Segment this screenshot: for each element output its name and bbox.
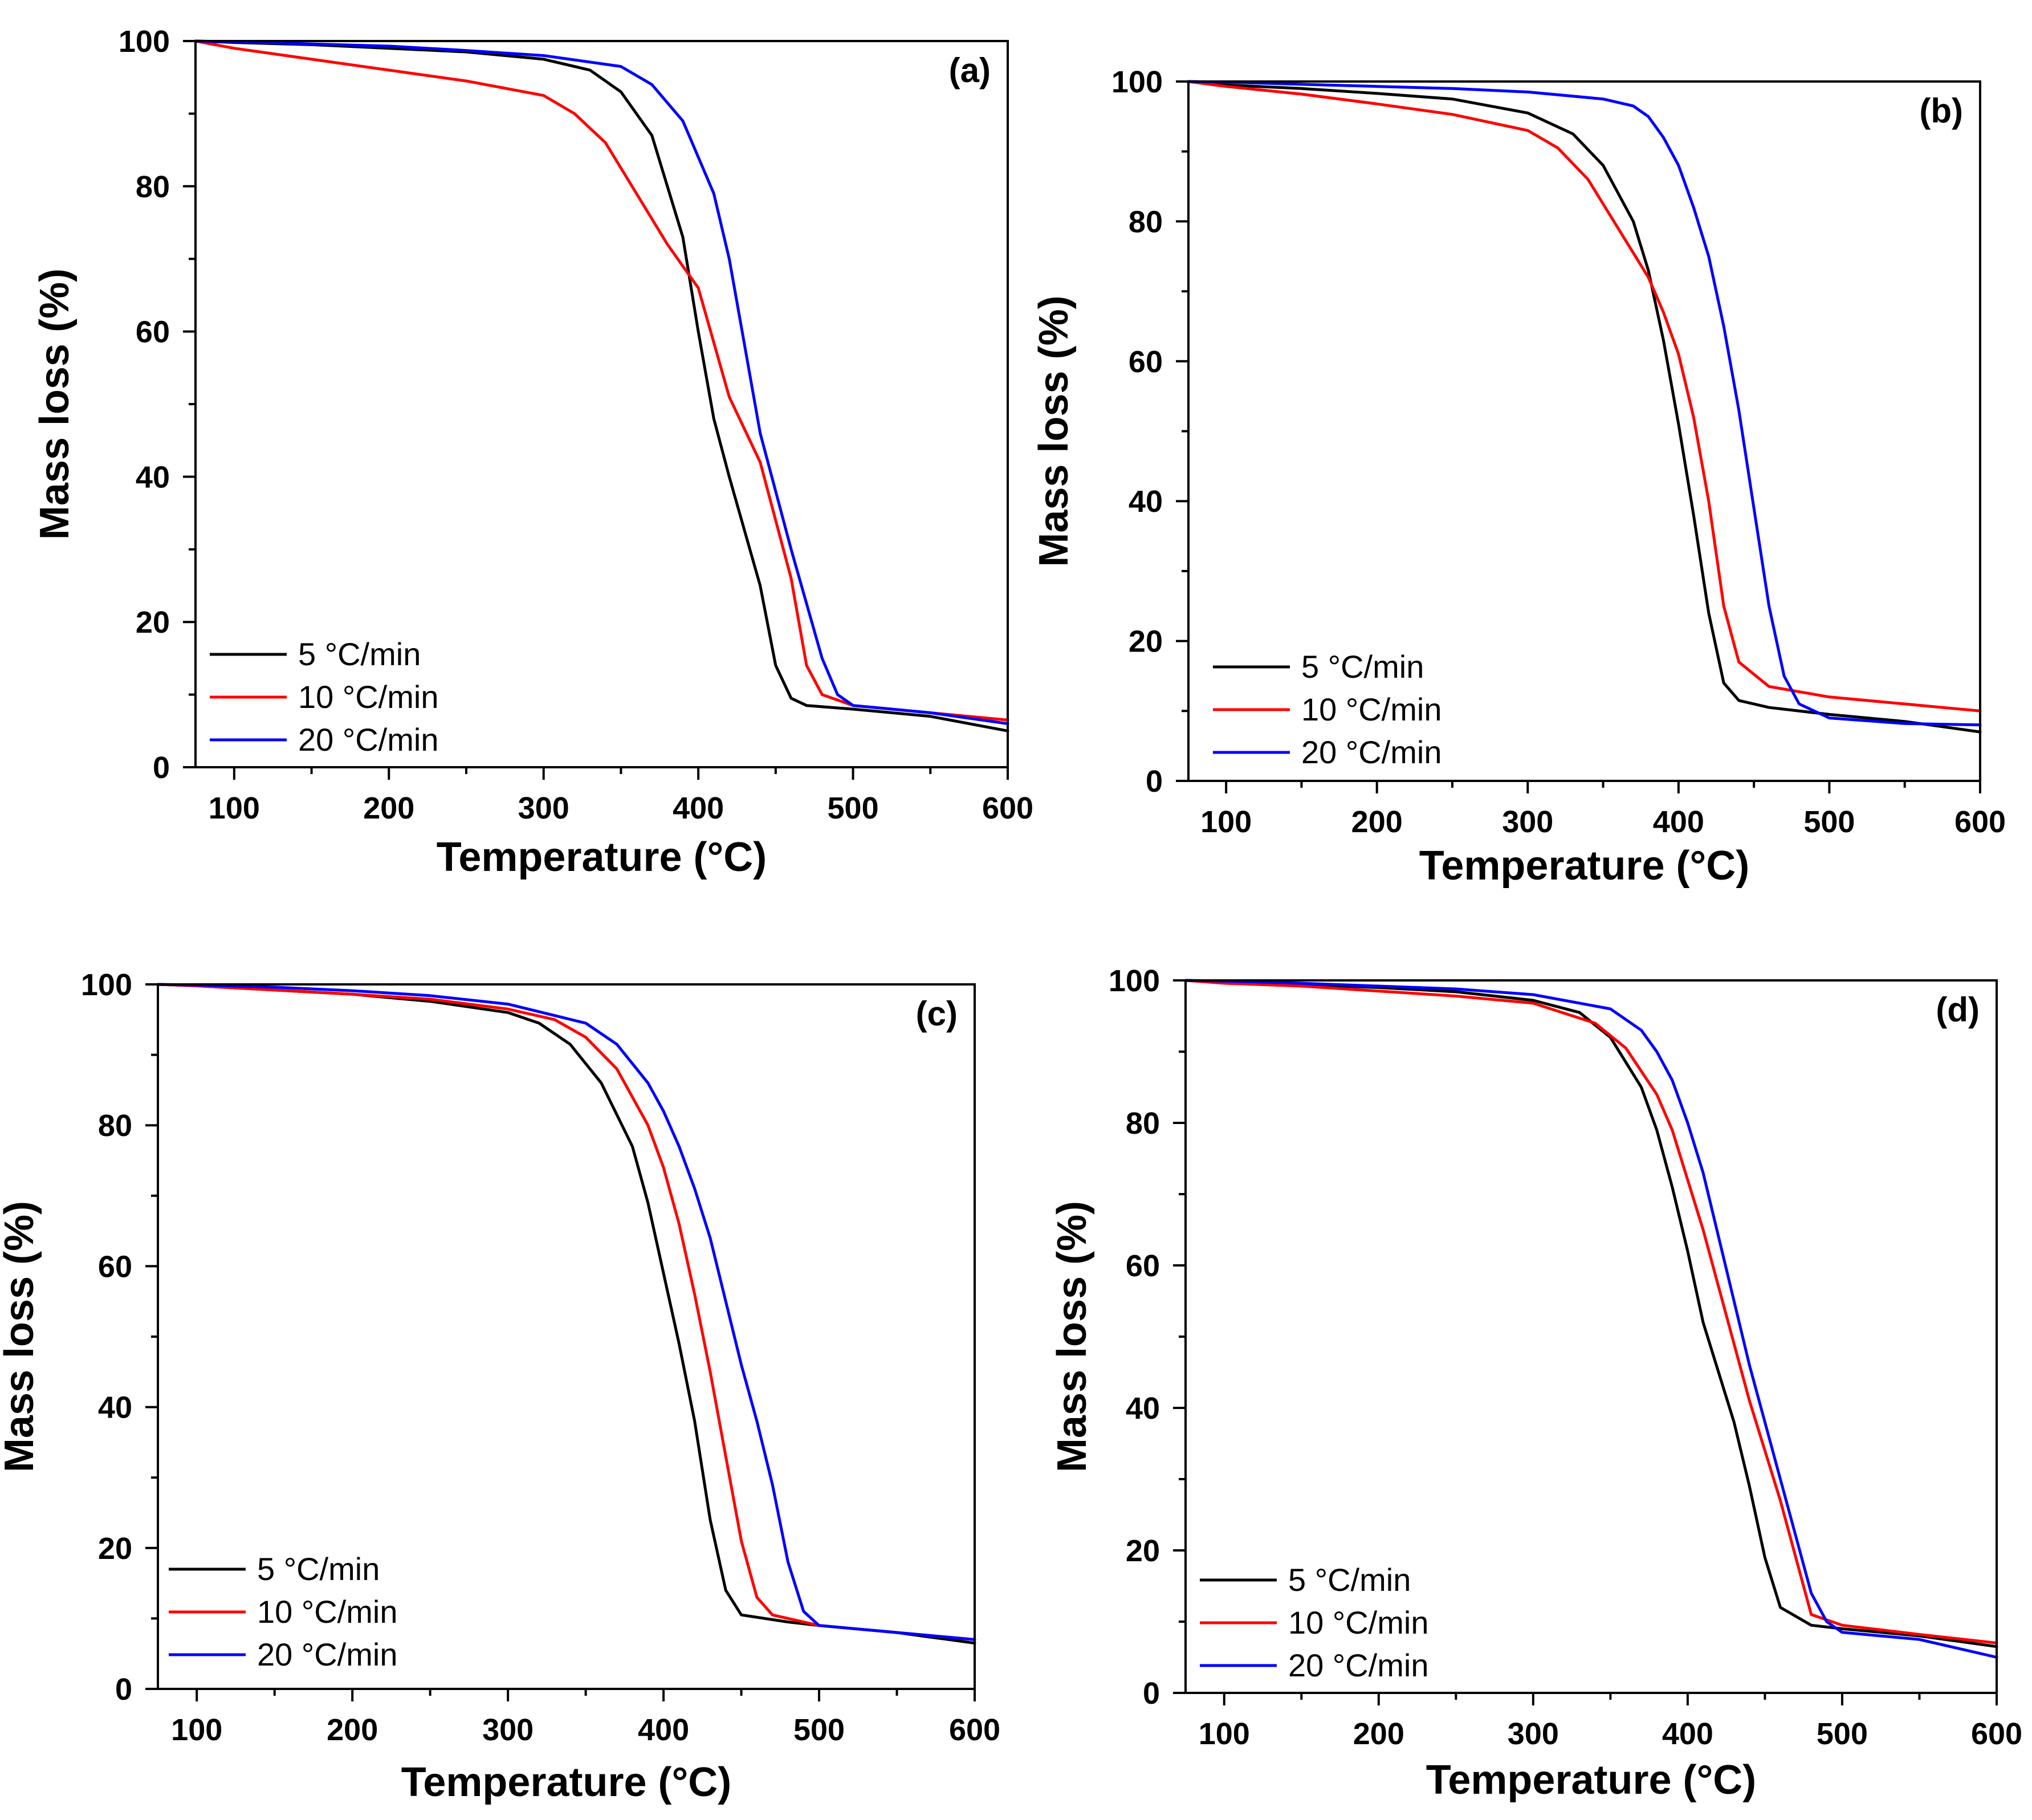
tga-panel-a: 100 200 300 400 500 600 0 20 40 60 80 100 Temperatur… — [32, 25, 1033, 880]
legend-label: 10 °C/min — [257, 1594, 397, 1630]
y-tick-label: 60 — [98, 1249, 132, 1284]
legend-label: 5 °C/min — [1288, 1562, 1411, 1598]
y-axis-label: Mass loss (%) — [32, 268, 78, 540]
legend-label: 20 °C/min — [1301, 734, 1441, 770]
x-tick-label: 600 — [1954, 805, 2006, 839]
legend-label: 10 °C/min — [298, 679, 438, 715]
x-tick-label: 300 — [1508, 1717, 1559, 1751]
series-line-20-C-min — [1187, 80, 1982, 727]
y-tick-label: 80 — [98, 1109, 132, 1143]
x-tick-label: 300 — [482, 1713, 534, 1747]
x-tick-label: 500 — [1803, 805, 1855, 839]
x-tick-label: 500 — [1817, 1717, 1868, 1751]
panel-label: (b) — [1919, 92, 1963, 130]
y-tick-label: 100 — [119, 25, 170, 59]
tga-panel-d: 100 200 300 400 500 600 0 20 40 60 80 100 Temperatur… — [1049, 964, 2022, 1803]
panel-label: (c) — [916, 995, 958, 1033]
y-tick-label: 0 — [153, 751, 170, 785]
series-line-5-C-min — [1184, 979, 1998, 1648]
x-tick-label: 400 — [1662, 1717, 1713, 1751]
y-tick-label: 60 — [136, 315, 170, 349]
tga-panel-c: 100 200 300 400 500 600 0 20 40 60 80 100 Temperatur… — [0, 968, 1000, 1805]
x-tick-label: 500 — [793, 1713, 845, 1747]
series-line-5-C-min — [1187, 80, 1982, 734]
x-tick-label: 200 — [1351, 805, 1403, 839]
panel-label: (a) — [949, 51, 991, 89]
y-tick-label: 100 — [1111, 65, 1163, 99]
tga-panel-b: 100 200 300 400 500 600 0 20 40 60 80 100 Temperatur… — [1031, 65, 2006, 889]
x-axis-label: Temperature (°C) — [437, 834, 767, 880]
y-tick-label: 80 — [136, 170, 170, 204]
x-axis-label: Temperature (°C) — [1419, 843, 1750, 889]
x-tick-label: 100 — [1200, 805, 1252, 839]
y-tick-label: 40 — [136, 460, 170, 494]
x-tick-label: 400 — [1653, 805, 1704, 839]
y-tick-label: 40 — [1129, 484, 1163, 519]
series-line-20-C-min — [1184, 979, 1998, 1659]
series-line-10-C-min — [1184, 979, 1998, 1644]
legend-label: 10 °C/min — [1301, 691, 1441, 727]
series-line-5-C-min — [156, 983, 976, 1645]
y-tick-label: 20 — [98, 1532, 132, 1566]
y-tick-label: 100 — [81, 968, 132, 1002]
y-tick-label: 0 — [1146, 764, 1163, 799]
y-tick-label: 60 — [1129, 345, 1163, 379]
y-axis-label: Mass loss (%) — [0, 1201, 42, 1472]
x-tick-label: 100 — [209, 791, 260, 825]
panel-label: (d) — [1936, 991, 1980, 1029]
x-tick-label: 200 — [363, 791, 414, 825]
y-tick-label: 20 — [1129, 625, 1163, 659]
y-tick-label: 40 — [1126, 1391, 1160, 1426]
y-tick-label: 0 — [1143, 1676, 1160, 1711]
series-line-10-C-min — [156, 983, 976, 1641]
y-axis-label: Mass loss (%) — [1049, 1201, 1095, 1472]
x-tick-label: 200 — [327, 1713, 378, 1747]
y-axis-label: Mass loss (%) — [1031, 295, 1077, 567]
y-tick-label: 80 — [1129, 205, 1163, 239]
x-axis-label: Temperature (°C) — [401, 1760, 732, 1805]
series-line-20-C-min — [194, 39, 1009, 726]
legend-label: 20 °C/min — [298, 722, 438, 758]
legend-label: 20 °C/min — [257, 1636, 397, 1672]
legend-label: 10 °C/min — [1288, 1605, 1428, 1640]
legend-label: 20 °C/min — [1288, 1647, 1428, 1683]
series-line-10-C-min — [194, 39, 1009, 722]
x-tick-label: 600 — [1971, 1717, 2022, 1751]
x-tick-label: 600 — [982, 791, 1033, 825]
x-tick-label: 300 — [1502, 805, 1553, 839]
y-tick-label: 100 — [1109, 964, 1160, 998]
y-tick-label: 40 — [98, 1391, 132, 1425]
x-tick-label: 100 — [171, 1713, 222, 1747]
y-tick-label: 20 — [1126, 1534, 1160, 1568]
y-tick-label: 20 — [136, 605, 170, 640]
series-line-20-C-min — [156, 983, 976, 1641]
x-axis-label: Temperature (°C) — [1426, 1757, 1757, 1803]
x-tick-label: 300 — [518, 791, 569, 825]
x-tick-label: 400 — [673, 791, 724, 825]
x-tick-label: 500 — [828, 791, 879, 825]
series-line-10-C-min — [1187, 80, 1982, 712]
x-tick-label: 100 — [1199, 1717, 1250, 1751]
x-tick-label: 600 — [949, 1713, 1000, 1747]
y-tick-label: 80 — [1126, 1106, 1160, 1141]
y-tick-label: 0 — [115, 1672, 132, 1707]
y-tick-label: 60 — [1126, 1249, 1160, 1283]
legend-label: 5 °C/min — [1301, 649, 1424, 685]
legend-label: 5 °C/min — [257, 1551, 380, 1587]
x-tick-label: 200 — [1353, 1717, 1404, 1751]
x-tick-label: 400 — [638, 1713, 689, 1747]
series-line-5-C-min — [194, 39, 1009, 732]
legend-label: 5 °C/min — [298, 636, 421, 672]
